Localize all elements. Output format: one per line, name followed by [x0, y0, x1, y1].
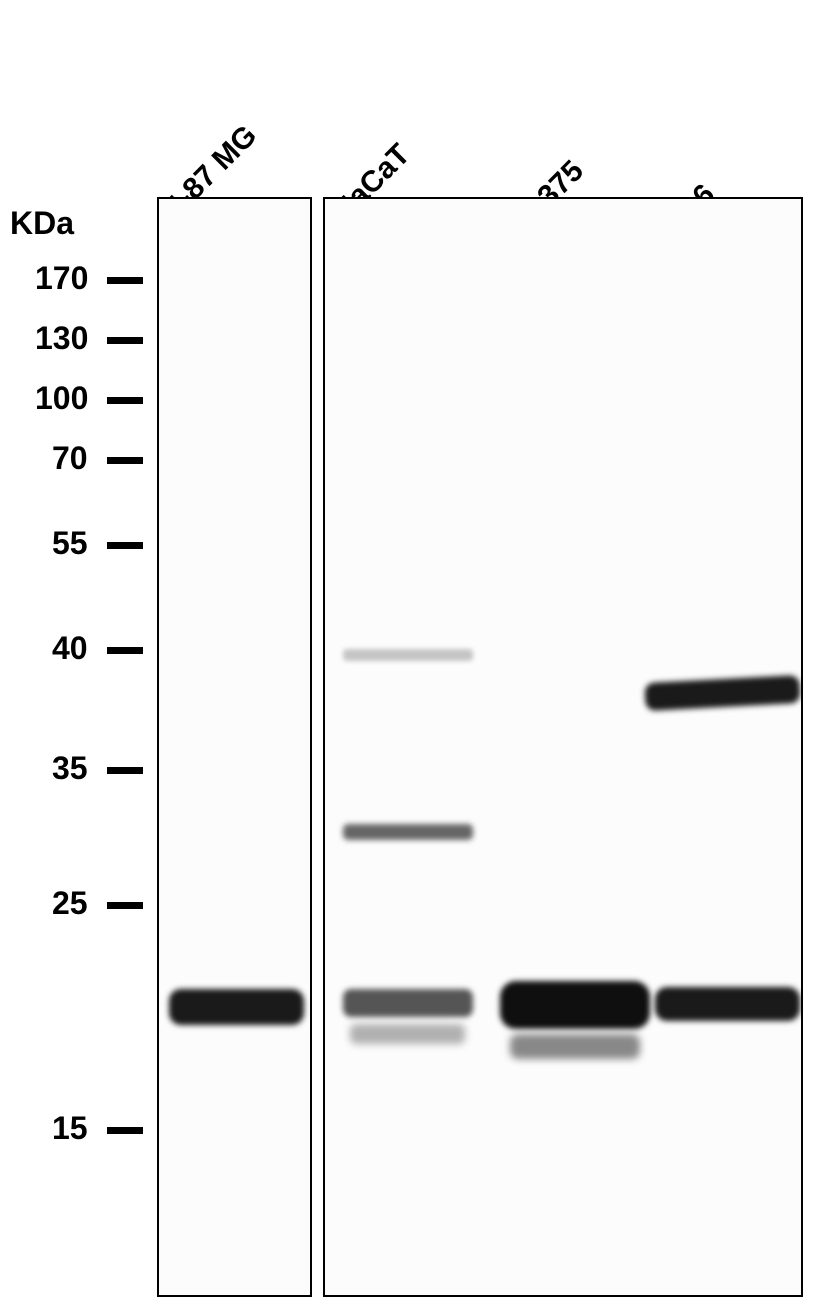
marker-tick-40	[107, 647, 143, 654]
marker-tick-15	[107, 1127, 143, 1134]
marker-tick-70	[107, 457, 143, 464]
marker-label-55: 55	[52, 525, 88, 562]
protein-band	[343, 824, 473, 840]
blot-panel	[157, 197, 312, 1297]
blot-panel	[323, 197, 803, 1297]
marker-label-70: 70	[52, 440, 88, 477]
marker-label-130: 130	[35, 320, 88, 357]
protein-band	[500, 981, 650, 1029]
protein-band	[510, 1034, 640, 1059]
kda-unit-label: KDa	[10, 205, 74, 242]
western-blot-container: KDa 170130100705540352515 U-87 MGHaCaTA3…	[0, 0, 817, 1316]
marker-label-35: 35	[52, 750, 88, 787]
protein-band	[655, 987, 800, 1021]
marker-label-170: 170	[35, 260, 88, 297]
marker-tick-170	[107, 277, 143, 284]
protein-band	[343, 989, 473, 1017]
marker-tick-35	[107, 767, 143, 774]
marker-tick-25	[107, 902, 143, 909]
marker-tick-55	[107, 542, 143, 549]
marker-label-15: 15	[52, 1110, 88, 1147]
marker-label-40: 40	[52, 630, 88, 667]
marker-tick-130	[107, 337, 143, 344]
protein-band	[169, 989, 304, 1025]
marker-label-25: 25	[52, 885, 88, 922]
marker-label-100: 100	[35, 380, 88, 417]
protein-band	[350, 1024, 465, 1044]
protein-band	[343, 649, 473, 661]
marker-tick-100	[107, 397, 143, 404]
protein-band	[644, 675, 800, 711]
